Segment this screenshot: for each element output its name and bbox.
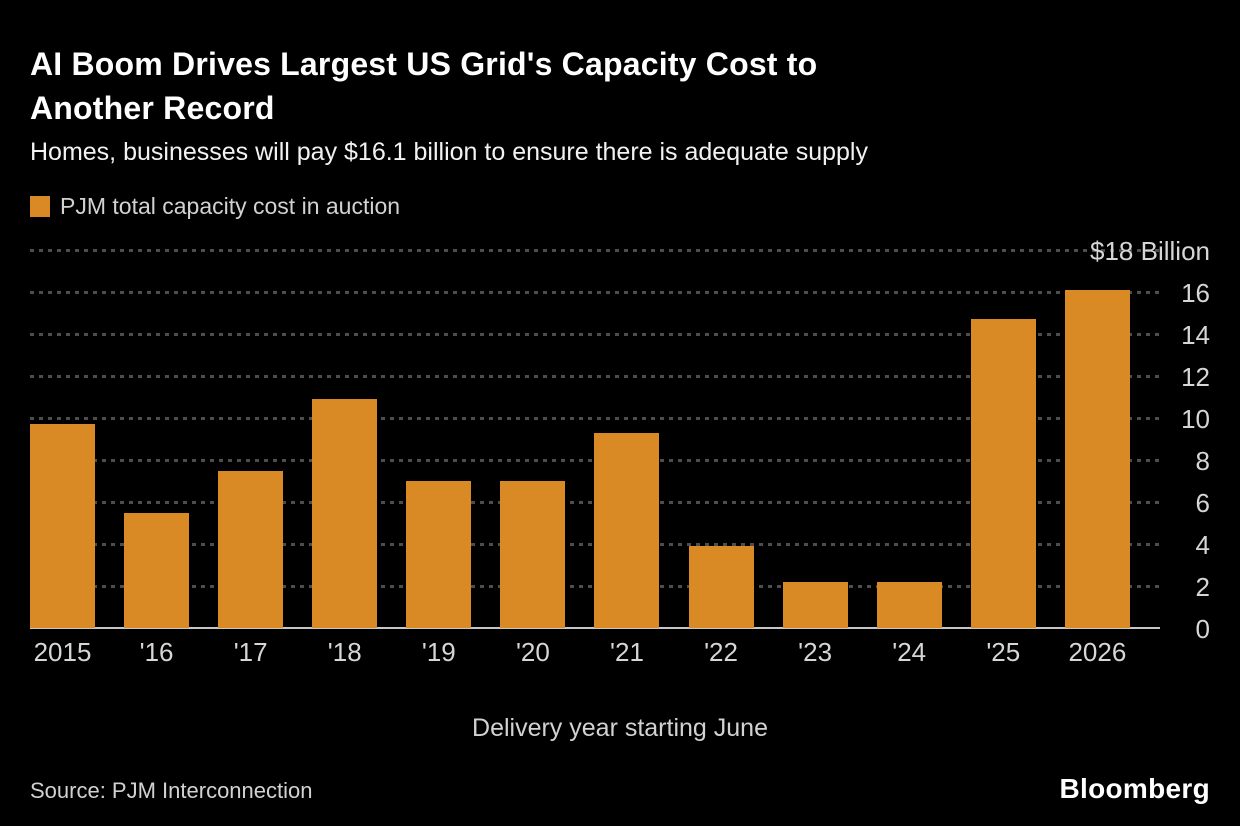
bar-22 [688, 546, 754, 628]
bloomberg-logo: Bloomberg [1059, 773, 1210, 804]
bars-container [30, 250, 1130, 628]
y-tick-label: 6 [1195, 488, 1210, 518]
x-axis: 2015 '16 '17 '18 '19 '20 '21 '22 '23 '24 '25 2026 [30, 637, 1130, 668]
plot-area: $18 Billion 16 14 12 10 8 6 4 2 0 [30, 236, 1210, 644]
chart-legend: PJM total capacity cost in auction [30, 193, 1210, 220]
x-tick-label: '22 [704, 637, 738, 667]
x-tick-label: 2015 [33, 637, 92, 667]
bar-24 [876, 581, 942, 628]
y-tick-label: 16 [1181, 278, 1210, 308]
legend-swatch-icon [30, 196, 50, 217]
gridline [30, 333, 1160, 336]
y-axis-unit-label: $18 Billion [1090, 236, 1210, 266]
gridline [30, 375, 1160, 378]
x-tick-label: 2026 [1068, 637, 1127, 667]
y-tick-label: 4 [1195, 530, 1210, 560]
bar-18 [312, 399, 378, 628]
gridline [30, 249, 1160, 252]
bar-25 [970, 319, 1036, 628]
x-axis-baseline [30, 627, 1160, 629]
legend-label: PJM total capacity cost in auction [60, 193, 401, 219]
bar-21 [594, 432, 660, 628]
x-tick-label: '21 [610, 637, 644, 667]
bar-20 [500, 481, 566, 628]
x-tick-label: '18 [327, 637, 362, 667]
chart-subtitle: Homes, businesses will pay $16.1 billion… [30, 138, 868, 166]
x-tick-label: '25 [986, 637, 1021, 667]
x-tick-label: '17 [233, 637, 268, 667]
x-tick-label: '16 [139, 637, 174, 667]
y-tick-label: 12 [1181, 362, 1210, 392]
chart-footer: Source: PJM Interconnection Bloomberg [30, 773, 1210, 805]
chart-title-line1: AI Boom Drives Largest US Grid's Capacit… [30, 46, 818, 82]
bar-16 [124, 512, 190, 628]
bar-17 [218, 470, 284, 628]
x-tick-label: '19 [421, 637, 456, 667]
y-tick-label: 14 [1181, 320, 1210, 350]
y-tick-label: 8 [1195, 446, 1210, 476]
x-axis-title: Delivery year starting June [472, 714, 768, 742]
chart-title: AI Boom Drives Largest US Grid's Capacit… [30, 42, 1212, 130]
y-tick-label: 0 [1195, 614, 1210, 644]
gridline [30, 291, 1160, 294]
gridline [30, 417, 1160, 420]
y-axis: $18 Billion 16 14 12 10 8 6 4 2 0 [1090, 236, 1210, 644]
chart-header: AI Boom Drives Largest US Grid's Capacit… [30, 42, 1212, 167]
y-tick-label: 2 [1195, 572, 1210, 602]
x-tick-label: '24 [892, 637, 927, 667]
bar-19 [406, 481, 472, 628]
y-tick-label: 10 [1181, 404, 1210, 434]
bar-2015 [30, 424, 95, 628]
x-tick-label: '23 [798, 637, 833, 667]
bar-23 [782, 581, 848, 628]
chart-title-line2: Another Record [30, 90, 275, 126]
bar-2026 [1064, 289, 1130, 628]
x-tick-label: '20 [515, 637, 550, 667]
source-label: Source: PJM Interconnection [30, 778, 313, 803]
